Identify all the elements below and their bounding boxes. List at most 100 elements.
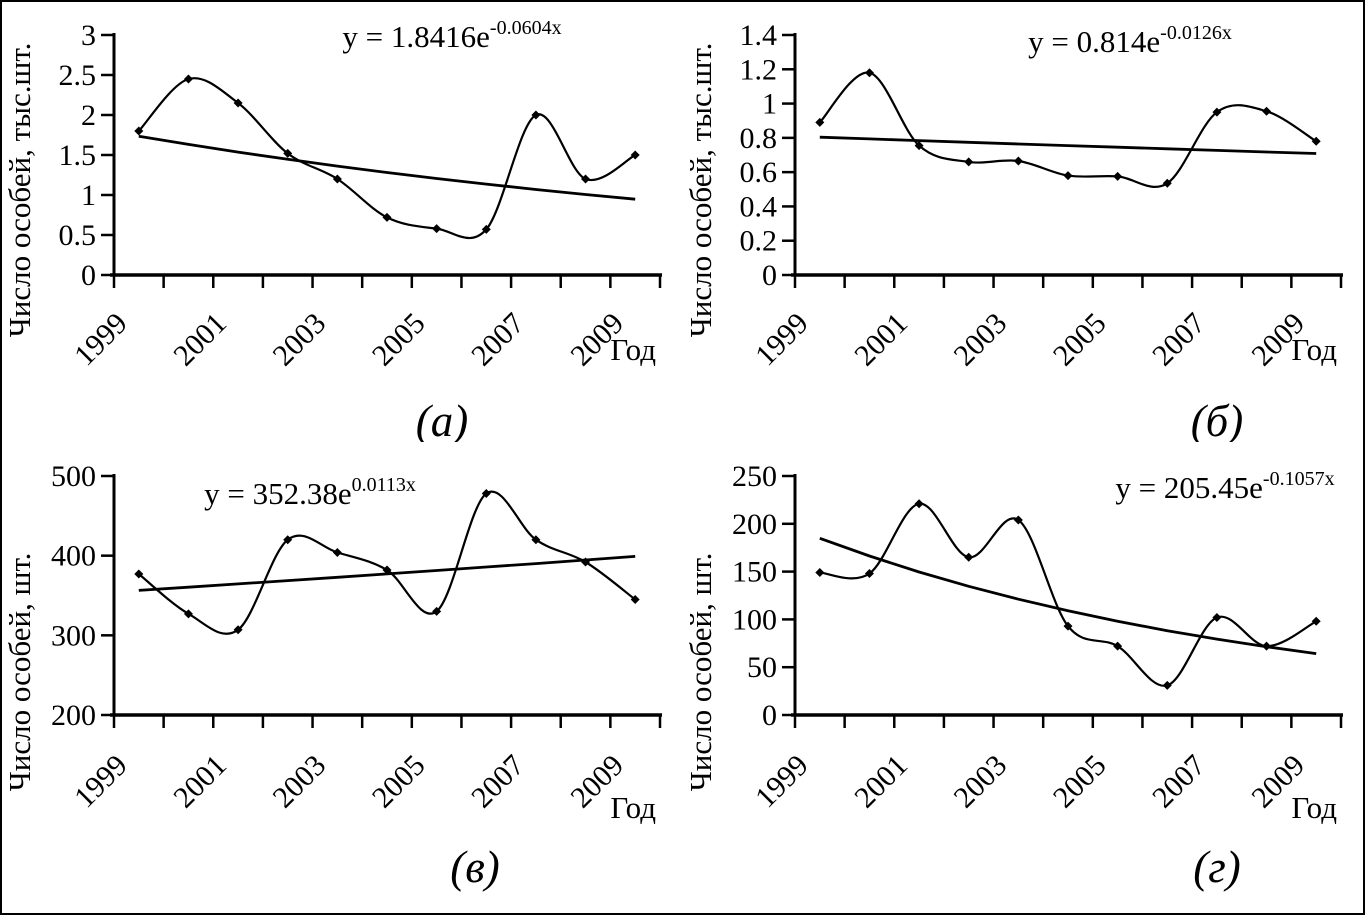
y-tick-label: 400 bbox=[51, 540, 96, 573]
y-tick-label: 0.5 bbox=[59, 219, 97, 252]
trend-equation-label: y = 1.8416e-0.0604x bbox=[342, 17, 561, 54]
x-tick-label: 1999 bbox=[749, 749, 815, 815]
data-point-marker bbox=[481, 489, 491, 499]
data-point-marker bbox=[1311, 616, 1321, 626]
panel-caption: (в) bbox=[450, 842, 500, 892]
x-tick-label: 2007 bbox=[465, 307, 531, 373]
x-axis-title: Год bbox=[610, 790, 656, 825]
x-tick-label: 2007 bbox=[1146, 749, 1212, 815]
y-tick-label: 2.5 bbox=[59, 59, 97, 92]
data-point-marker bbox=[233, 98, 243, 108]
x-tick-label: 2005 bbox=[366, 749, 432, 815]
data-point-marker bbox=[581, 557, 591, 567]
panel-caption: (б) bbox=[1191, 396, 1244, 442]
x-tick-label: 2005 bbox=[366, 307, 432, 373]
y-tick-label: 0 bbox=[762, 699, 777, 732]
data-point-marker bbox=[183, 609, 193, 619]
y-tick-label: 1.2 bbox=[740, 53, 778, 86]
data-point-marker bbox=[1162, 178, 1172, 188]
data-point-marker bbox=[531, 110, 541, 120]
data-point-marker bbox=[531, 535, 541, 545]
data-point-marker bbox=[1162, 680, 1172, 690]
trend-line bbox=[819, 135, 1317, 155]
y-tick-label: 50 bbox=[747, 651, 777, 684]
chart-panel-g: 0 50 100 150 200 250 1999 2001 2003 2005 2007 2009 y… bbox=[683, 440, 1363, 913]
data-point-marker bbox=[183, 74, 193, 84]
chart-panel-b: 0 0.2 0.4 0.6 0.8 1 1.2 1.4 1999 2001 2003 2005 2007… bbox=[683, 2, 1363, 442]
y-tick-label: 0 bbox=[762, 259, 777, 292]
x-tick-label: 1999 bbox=[749, 307, 815, 373]
y-tick-label: 500 bbox=[51, 460, 96, 493]
data-point-marker bbox=[382, 565, 392, 575]
y-tick-label: 1 bbox=[81, 179, 96, 212]
data-point-marker bbox=[382, 212, 392, 222]
data-point-marker bbox=[964, 157, 974, 167]
y-axis-title: Число особей, тыс.шт. bbox=[683, 43, 718, 338]
y-tick-label: 200 bbox=[51, 699, 96, 732]
data-point-marker bbox=[134, 569, 144, 579]
x-tick-label: 2001 bbox=[848, 307, 914, 373]
data-point-marker bbox=[1013, 515, 1023, 525]
data-point-marker bbox=[283, 148, 293, 158]
data-series-curve bbox=[819, 502, 1317, 687]
data-point-marker bbox=[914, 499, 924, 509]
data-point-marker bbox=[1212, 612, 1222, 622]
trend-equation-label: y = 205.45e-0.1057x bbox=[1115, 468, 1334, 505]
x-tick-label: 2003 bbox=[267, 307, 333, 373]
data-point-marker bbox=[332, 547, 342, 557]
data-point-marker bbox=[815, 117, 825, 127]
chart-panel-v: 200 300 400 500 1999 2001 2003 2005 2007 2009 y = … bbox=[2, 440, 685, 913]
data-point-marker bbox=[1063, 621, 1073, 631]
data-point-marker bbox=[134, 126, 144, 136]
data-point-marker bbox=[1063, 171, 1073, 181]
x-tick-label: 2007 bbox=[1146, 307, 1212, 373]
x-tick-label: 2005 bbox=[1047, 749, 1113, 815]
y-tick-label: 0 bbox=[81, 259, 96, 292]
data-point-marker bbox=[630, 594, 640, 604]
y-tick-label: 1 bbox=[762, 88, 777, 121]
data-point-marker bbox=[233, 625, 243, 635]
y-tick-label: 0.6 bbox=[740, 156, 778, 189]
x-axis-title: Год bbox=[1291, 790, 1337, 825]
data-point-marker bbox=[815, 568, 825, 578]
x-tick-label: 2007 bbox=[465, 749, 531, 815]
y-tick-label: 0.4 bbox=[740, 190, 778, 223]
panel-caption: (а) bbox=[416, 396, 468, 442]
data-point-marker bbox=[1013, 156, 1023, 166]
x-tick-label: 2003 bbox=[267, 749, 333, 815]
y-tick-label: 300 bbox=[51, 619, 96, 652]
data-point-marker bbox=[1262, 106, 1272, 116]
y-tick-label: 0.8 bbox=[740, 122, 778, 155]
data-point-marker bbox=[864, 569, 874, 579]
panel-caption: (г) bbox=[1193, 842, 1241, 892]
data-point-marker bbox=[481, 224, 491, 234]
data-point-marker bbox=[630, 150, 640, 160]
data-point-marker bbox=[1262, 641, 1272, 651]
data-point-marker bbox=[283, 535, 293, 545]
trend-line bbox=[138, 134, 636, 201]
chart-svg-b: 00.20.40.60.811.21.4 1999 2001 2003 2005 2007… bbox=[683, 19, 1343, 442]
data-point-marker bbox=[1311, 136, 1321, 146]
y-tick-label: 1.4 bbox=[740, 19, 778, 52]
data-point-marker bbox=[964, 552, 974, 562]
x-tick-label: 1999 bbox=[68, 307, 134, 373]
trend-equation-label: y = 352.38e0.0113x bbox=[204, 474, 416, 511]
y-tick-label: 100 bbox=[732, 603, 777, 636]
y-tick-label: 3 bbox=[81, 19, 96, 52]
x-tick-label: 2003 bbox=[948, 307, 1014, 373]
data-point-marker bbox=[1113, 641, 1123, 651]
data-series-curve bbox=[818, 71, 1317, 189]
x-axis-title: Год bbox=[610, 332, 656, 367]
x-axis-title: Год bbox=[1291, 332, 1337, 367]
data-point-marker bbox=[864, 68, 874, 78]
x-tick-label: 2005 bbox=[1047, 307, 1113, 373]
y-axis-title: Число особей, шт. bbox=[683, 553, 718, 792]
y-tick-label: 2 bbox=[81, 99, 96, 132]
y-axis-title: Число особей, тыс.шт. bbox=[2, 43, 37, 338]
trend-equation-label: y = 0.814e-0.0126x bbox=[1028, 22, 1232, 59]
x-tick-label: 2001 bbox=[167, 307, 233, 373]
